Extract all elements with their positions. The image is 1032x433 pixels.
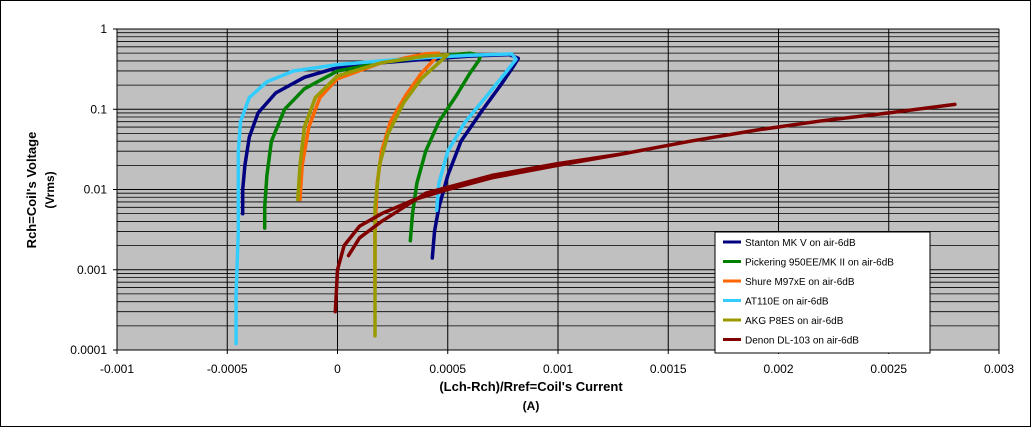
x-tick-label: 0.002 [763, 362, 793, 376]
series-line-5 [296, 52, 450, 338]
legend: Stanton MK V on air-6dB Pickering 950EE/M… [714, 231, 931, 354]
series-layer [234, 51, 957, 346]
legend-label: AT110E on air-6dB [745, 297, 829, 308]
legend-label: Stanton MK V on air-6dB [745, 238, 856, 249]
x-tick-label: 0.0025 [870, 362, 907, 376]
axes: -0.001 -0.0005 0 0.0005 0.001 0.0015 0.002 0.00… [70, 22, 1014, 376]
y-axis-unit: (Vrms) [43, 171, 57, 208]
y-axis-title: Rch=Coil's Voltage [24, 132, 39, 249]
y-tick-label: 0.1 [90, 102, 107, 116]
legend-label: Denon DL-103 on air-6dB [745, 336, 859, 347]
x-tick-label: 0.001 [543, 362, 573, 376]
x-tick-label: -0.001 [100, 362, 134, 376]
x-axis-title: (Lch-Rch)/Rref=Coil's Current [439, 379, 623, 394]
x-tick-label: 0.0015 [650, 362, 687, 376]
y-tick-label: 0.0001 [70, 343, 107, 357]
y-tick-label: 0.001 [77, 263, 107, 277]
legend-label: Shure M97xE on air-6dB [745, 277, 855, 288]
legend-label: AKG P8ES on air-6dB [745, 316, 844, 327]
y-tick-label: 1 [100, 22, 107, 36]
x-tick-label: 0.003 [984, 362, 1014, 376]
series-line-2 [262, 51, 483, 243]
series-line-4 [234, 52, 518, 346]
x-tick-label: -0.0005 [207, 362, 248, 376]
legend-box [714, 231, 931, 354]
x-tick-label: 0 [334, 362, 341, 376]
series-line-6 [333, 102, 957, 314]
x-axis-unit: (A) [523, 399, 540, 413]
legend-label: Pickering 950EE/MK II on air-6dB [745, 258, 894, 269]
y-tick-label: 0.01 [84, 183, 108, 197]
x-tick-label: 0.0005 [429, 362, 466, 376]
